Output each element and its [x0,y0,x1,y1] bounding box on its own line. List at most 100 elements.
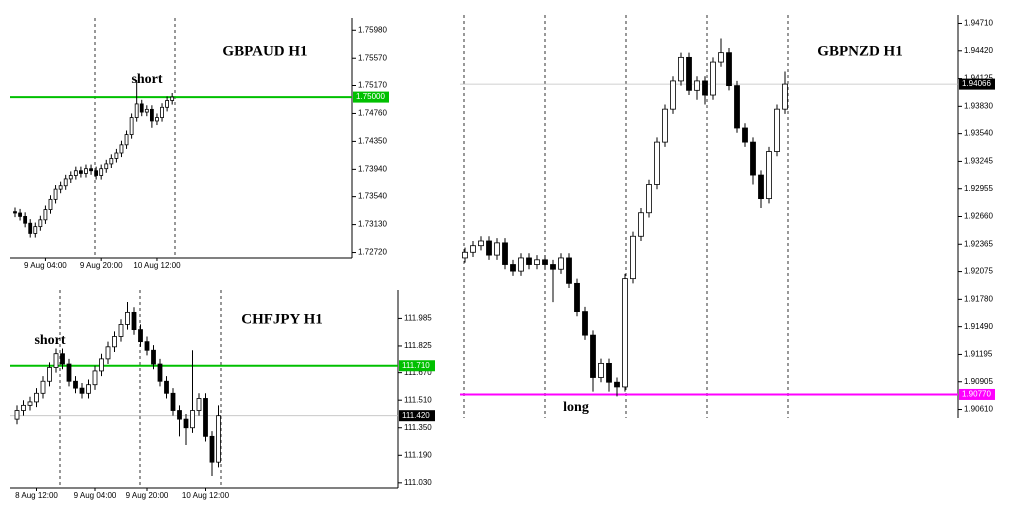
price-level-label: 1.75000 [356,92,385,101]
candle-body [734,85,740,129]
candle-body [782,83,788,110]
candle-body [73,170,78,176]
candle-body [155,117,159,122]
y-tick-label: 1.75170 [358,81,387,90]
candle-body [89,168,93,172]
candle-body [43,209,48,221]
candle-body [73,380,78,389]
candle-body [114,152,119,159]
candle-body [486,240,492,256]
candle-body [125,311,130,325]
candle-body [118,324,124,337]
candle-body [646,184,652,214]
annotation: short [131,72,162,87]
x-tick-label: 10 Aug 12:00 [182,491,230,500]
candle-body [149,108,154,122]
x-tick-label: 9 Aug 20:00 [80,261,123,270]
y-tick-label: 1.94125 [964,74,993,83]
candle-body [99,358,104,372]
annotation: short [34,333,65,348]
candle-body [34,392,39,403]
candle-body [124,134,129,146]
candle-body [170,392,176,411]
y-tick-label: 1.91780 [964,294,993,303]
candle-body [566,257,572,284]
candle-body [112,336,117,348]
candle-body [144,108,149,113]
y-tick-label: 111.985 [404,314,432,323]
candle-body [502,242,508,265]
candle-body [105,346,111,360]
x-tick-label: 9 Aug 04:00 [24,261,67,270]
candle-body [18,212,22,217]
y-tick-label: 1.73940 [358,164,387,173]
candle-body [758,174,764,200]
candle-body [710,61,716,96]
candle-body [27,401,33,406]
price-level-box [959,78,995,90]
candle-body [92,370,98,386]
candle-body [542,259,548,265]
candle-body [630,235,636,280]
price-level-box [353,91,389,103]
y-tick-label: 1.92660 [964,212,993,221]
candle-body [203,398,208,437]
candle-body [590,334,596,378]
candle-body [702,80,708,96]
price-level-box [399,410,435,422]
candle-body [718,52,724,63]
candle-body [21,404,26,411]
y-tick-label: 1.91490 [964,322,993,331]
candle-body [494,242,500,256]
candle-body [558,257,564,270]
candle-body [94,170,99,176]
candle-body [160,106,164,118]
price-level-box [399,360,435,372]
price-level-label: 111.710 [402,361,430,370]
candle-body [109,158,114,165]
candle-body [131,311,137,330]
y-tick-label: 1.94710 [964,19,993,28]
annotation: long [563,400,589,415]
candle-body [582,311,588,336]
candle-body [151,349,156,365]
y-tick-label: 1.75980 [358,25,387,34]
candle-body [750,141,756,176]
candle-body [119,144,124,154]
y-tick-label: 1.93830 [964,101,993,110]
y-tick-label: 1.73540 [358,192,387,201]
candle-body [33,226,38,234]
y-tick-label: 111.670 [404,368,432,377]
candle-body [534,259,540,265]
y-tick-label: 1.92955 [964,184,993,193]
y-tick-label: 1.75570 [358,53,387,62]
candle-body [53,188,58,200]
candle-body [47,367,52,382]
candle-body [670,80,676,110]
x-tick-label: 8 Aug 12:00 [15,491,58,500]
candle-body [622,278,628,388]
candle-body [526,257,532,265]
y-tick-label: 1.92365 [964,239,993,248]
candle-body [209,435,215,463]
y-tick-label: 1.91195 [964,350,993,359]
y-tick-label: 1.90610 [964,405,993,414]
candle-body [84,168,88,174]
candle-body [79,170,83,174]
candle-body [606,362,612,383]
candle-body [134,103,139,118]
chart-title: GBPNZD H1 [817,43,902,59]
candle-body [138,329,143,343]
y-tick-label: 1.90905 [964,377,993,386]
x-tick-label: 10 Aug 12:00 [133,261,181,270]
candle-body [638,212,644,237]
y-tick-label: 1.93245 [964,157,993,166]
candle-body [58,185,63,190]
candle-body [216,415,221,463]
chart-title: GBPAUD H1 [222,43,307,59]
candle-body [104,163,109,170]
candle-body [139,103,144,113]
candle-body [183,418,189,429]
candle-body [518,257,524,272]
